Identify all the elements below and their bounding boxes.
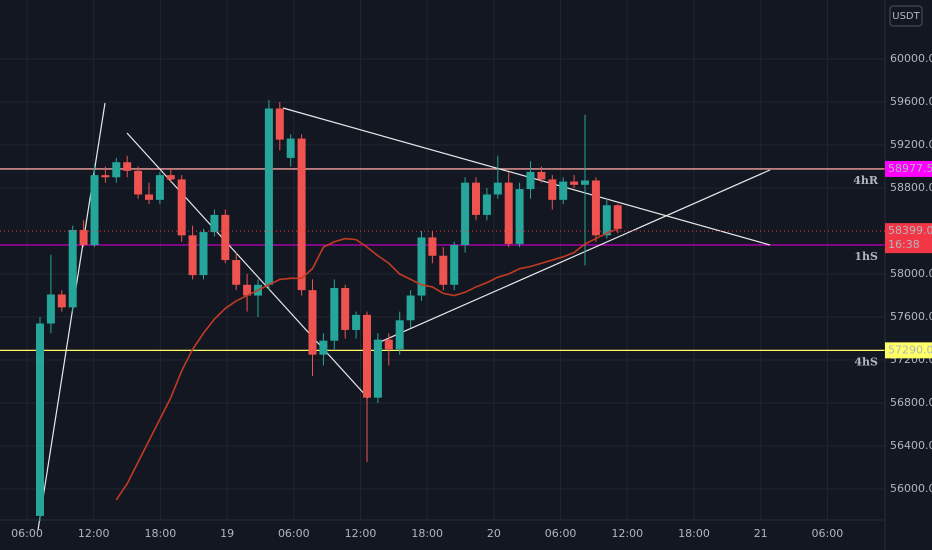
y-tick-label: 57600.00 [890, 310, 932, 323]
y-tick-label: 58000.00 [890, 267, 932, 280]
candle-body [155, 175, 164, 200]
candle-body [482, 194, 491, 215]
candle-body [134, 170, 143, 195]
x-tick-label: 12:00 [78, 527, 110, 540]
candle-body [373, 339, 382, 398]
candle-body [581, 180, 589, 185]
candle-body [384, 339, 393, 350]
candle-body [68, 229, 77, 308]
candle-body [341, 288, 350, 330]
candle-body [243, 284, 252, 296]
candle-body [112, 162, 121, 178]
candle-body [504, 182, 513, 244]
candle-body [232, 260, 241, 285]
candle-body [526, 171, 535, 190]
y-tick-label: 58800.00 [890, 181, 932, 194]
x-tick-label: 06:00 [812, 527, 844, 540]
candle-body [297, 138, 306, 291]
level-name: 1hS [854, 250, 878, 263]
candle-body [177, 179, 186, 236]
x-tick-label: 21 [754, 527, 768, 540]
candle-body [330, 288, 339, 341]
candle-body [90, 175, 99, 246]
last-price-tag [885, 223, 932, 254]
x-tick-label: 06:00 [545, 527, 577, 540]
candle-body [275, 108, 284, 140]
candle-body [286, 138, 295, 158]
candle-body [123, 162, 132, 171]
x-tick-label: 18:00 [411, 527, 443, 540]
y-tick-label: 56400.00 [890, 439, 932, 452]
candle-body [210, 214, 219, 233]
candle-body [188, 235, 197, 276]
candle-body [570, 181, 579, 185]
trendline [379, 169, 771, 343]
price-tag-label: 58977.59 [888, 162, 932, 175]
candle-body [363, 314, 371, 398]
y-tick-label: 56800.00 [890, 396, 932, 409]
candle-body [613, 205, 622, 229]
candle-body [591, 180, 600, 236]
candle-body [493, 182, 502, 195]
y-tick-label: 59200.00 [890, 138, 932, 151]
candle-body [79, 229, 88, 246]
candle-body [36, 323, 44, 516]
moving-average [115, 228, 618, 501]
candle-body [199, 232, 208, 276]
candle-body [395, 320, 404, 350]
y-tick-label: 60000.00 [890, 52, 932, 65]
y-tick-label: 56000.00 [890, 482, 932, 495]
candle-body [559, 181, 568, 200]
candle-body [537, 171, 546, 180]
candle-body [472, 182, 480, 215]
candle-body [57, 294, 66, 308]
candle-body [166, 175, 175, 180]
currency[interactable]: USDT [892, 11, 920, 22]
x-tick-label: 18:00 [678, 527, 710, 540]
x-tick-label: 06:00 [11, 527, 43, 540]
price-tag [885, 160, 932, 177]
candle-body [428, 237, 437, 256]
candle-body [264, 108, 273, 285]
candle-body [46, 294, 55, 324]
currency-box[interactable] [889, 5, 923, 27]
candle-body [602, 205, 611, 236]
candle-body [515, 189, 524, 244]
candle-body [308, 290, 317, 355]
candle-body [352, 314, 361, 330]
level-name: 4hS [854, 355, 878, 368]
candle-body [461, 182, 470, 246]
price-tag-label: 57290.06 [888, 343, 932, 356]
last-price-label: 58399.07 [888, 224, 932, 237]
x-tick-label: 20 [487, 527, 501, 540]
candle-body [145, 194, 153, 200]
candle-body [221, 214, 230, 261]
candle-body [319, 340, 328, 355]
x-tick-label: 18:00 [145, 527, 177, 540]
candle-body [439, 255, 448, 285]
x-tick-label: 06:00 [278, 527, 310, 540]
candle-body [406, 295, 415, 321]
candle-body [101, 175, 110, 178]
x-tick-label: 12:00 [345, 527, 377, 540]
x-tick-label: 12:00 [611, 527, 643, 540]
level-name: 4hR [853, 174, 879, 187]
price-tag [885, 342, 932, 359]
trendline [37, 102, 106, 531]
countdown: 16:38 [888, 238, 920, 251]
y-tick-label: 59600.00 [890, 95, 932, 108]
candle-body [450, 245, 459, 285]
candle-body [548, 179, 557, 200]
candle-body [417, 237, 426, 296]
x-tick-label: 19 [220, 527, 234, 540]
